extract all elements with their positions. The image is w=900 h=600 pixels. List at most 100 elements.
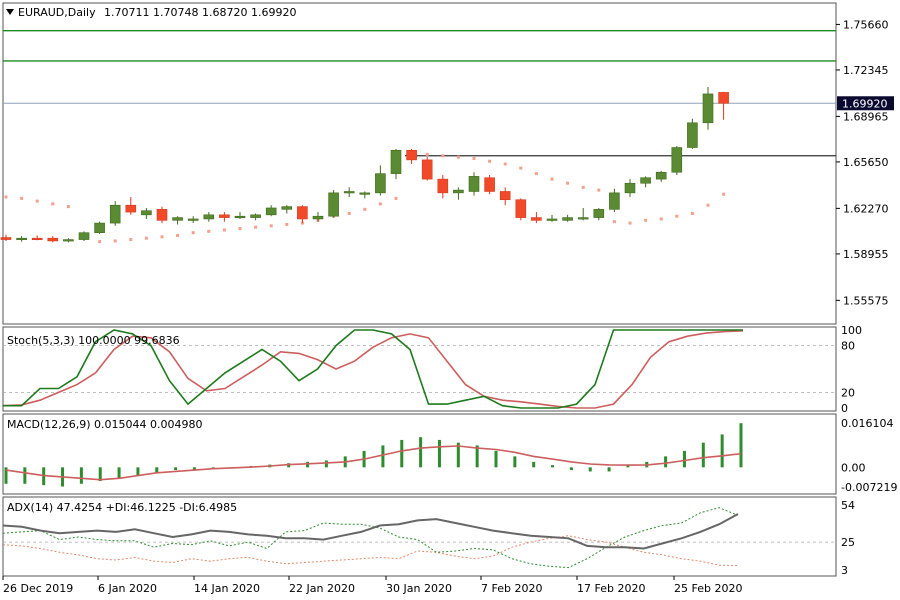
macd-histogram-bar [136, 467, 140, 476]
sar-dot [160, 235, 164, 239]
price-layer [0, 30, 836, 244]
sar-dot [394, 196, 398, 200]
sar-dot [456, 155, 460, 159]
time-tick-label: 22 Jan 2020 [289, 582, 355, 595]
sar-dot [581, 185, 585, 189]
candle-body [577, 217, 589, 220]
macd-histogram-bar [79, 467, 83, 484]
sar-dot [441, 154, 445, 158]
triangle-down-icon[interactable] [6, 9, 14, 15]
sar-dot [612, 220, 616, 224]
sar-dot [722, 192, 726, 196]
adx-label: ADX(14) 47.4254 +DI:46.1225 -DI:6.4985 [7, 501, 237, 514]
sar-dot [675, 214, 679, 218]
macd-histogram-bar [569, 467, 573, 471]
macd-histogram-bar [117, 467, 121, 479]
sar-dot [51, 202, 55, 206]
price-tick-label: 1.55575 [843, 294, 889, 307]
sar-dot [20, 196, 24, 200]
candle-body [375, 173, 386, 194]
candle-body [31, 237, 43, 240]
candle-body [94, 222, 105, 233]
current-price-label: 1.69920 [842, 97, 888, 110]
candle-body [219, 214, 230, 218]
candle-body [562, 217, 573, 221]
macd-histogram-bar [664, 456, 668, 468]
macd-label: MACD(12,26,9) 0.015044 0.004980 [7, 418, 203, 431]
candle-body [250, 214, 261, 218]
candle-body [546, 218, 558, 221]
sar-dot [472, 157, 476, 161]
time-tick-label: 30 Jan 2020 [386, 582, 452, 595]
sar-dot [129, 238, 133, 242]
stoch-signal-line [2, 330, 744, 409]
candle-body [312, 215, 324, 220]
sar-dot [425, 152, 429, 156]
macd-histogram-bar [739, 423, 743, 468]
sar-dot [706, 203, 710, 207]
candle-body [78, 232, 90, 240]
macd-layer [4, 423, 743, 487]
macd-histogram-bar [98, 467, 102, 482]
sar-dot [35, 199, 39, 203]
candle-body [609, 192, 620, 210]
stoch-axis-label: 80 [841, 340, 855, 353]
macd-histogram-bar [174, 467, 178, 471]
sar-dot [207, 229, 211, 233]
sar-dot [534, 172, 538, 176]
macd-histogram-bar [607, 467, 611, 472]
macd-axis-label: 0.00 [841, 461, 866, 474]
candle-body [687, 122, 698, 148]
price-tick-label: 1.68965 [843, 110, 889, 123]
price-tick-label: 1.58955 [843, 248, 889, 261]
time-tick-label: 7 Feb 2020 [481, 582, 542, 595]
stoch-main-line [3, 329, 743, 409]
plus-di-line [2, 507, 739, 569]
macd-histogram-bar [419, 437, 423, 468]
candle-body [421, 159, 433, 180]
macd-histogram-bar [626, 465, 630, 468]
candle-body [468, 176, 480, 192]
adx-axis-label: 54 [841, 499, 855, 512]
sar-dot [503, 162, 507, 166]
candle-body [640, 177, 651, 184]
macd-histogram-bar [324, 460, 328, 468]
sar-dot [254, 225, 258, 229]
macd-histogram-bar [588, 467, 592, 472]
candle-body [484, 177, 495, 192]
candle-body [671, 147, 683, 173]
macd-histogram-bar [23, 467, 27, 484]
macd-signal-line [5, 445, 742, 481]
sar-dot [363, 207, 367, 211]
candle-body [343, 191, 355, 194]
sar-dot [347, 211, 351, 215]
candle-body [265, 207, 277, 216]
macd-histogram-bar [494, 450, 498, 468]
candle-body [718, 92, 729, 104]
sar-dot [285, 222, 289, 226]
sar-dot [144, 236, 148, 240]
macd-histogram-bar [456, 442, 460, 468]
sar-dot [269, 224, 273, 228]
candle-body [359, 192, 371, 195]
sar-dot [597, 188, 601, 192]
candle-body [531, 217, 542, 221]
macd-histogram-bar [437, 439, 441, 468]
macd-histogram-bar [532, 461, 536, 468]
candle-body [328, 192, 339, 217]
time-tick-label: 17 Feb 2020 [577, 582, 645, 595]
stoch-axis-label: 20 [841, 386, 855, 399]
macd-histogram-bar [720, 434, 724, 468]
sar-dot [519, 166, 523, 170]
macd-histogram-bar [400, 439, 404, 468]
sar-dot [4, 195, 8, 199]
sar-dot [690, 211, 694, 215]
axes-layer: 1.75660 1.72345 1.68965 1.65650 1.62270 1.589… [2, 18, 897, 595]
price-tick-label: 1.65650 [843, 156, 889, 169]
sar-dot [98, 240, 102, 244]
macd-histogram-bar [475, 445, 479, 468]
candle-body [109, 204, 121, 224]
symbol-label: EURAUD,Daily [18, 6, 96, 19]
